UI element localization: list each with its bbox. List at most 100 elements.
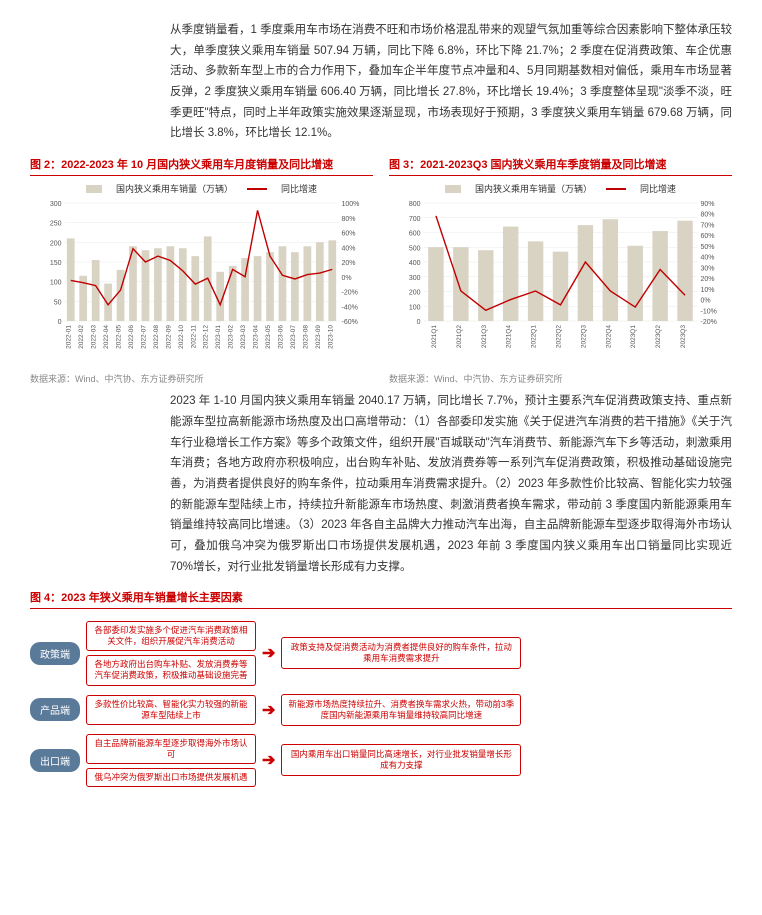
svg-text:150: 150 — [50, 260, 62, 267]
flow-pill: 政策端 — [30, 642, 80, 665]
svg-text:-60%: -60% — [342, 319, 358, 326]
svg-text:30%: 30% — [701, 265, 715, 272]
chart-3-title: 图 3：2021-2023Q3 国内狭义乘用车季度销量及同比增速 — [389, 156, 732, 176]
svg-text:2022-04: 2022-04 — [103, 325, 110, 349]
svg-text:100: 100 — [409, 304, 421, 311]
svg-text:2023Q3: 2023Q3 — [680, 325, 687, 349]
flow-left-col: 多款性价比较高、智能化实力较强的新能源车型陆续上市 — [86, 695, 256, 725]
svg-text:2022Q2: 2022Q2 — [556, 325, 563, 349]
chart-3-box: 图 3：2021-2023Q3 国内狭义乘用车季度销量及同比增速 国内狭义乘用车… — [389, 156, 732, 385]
fig-4-title: 图 4：2023 年狭义乘用车销量增长主要因素 — [30, 589, 732, 609]
svg-text:2023-03: 2023-03 — [240, 325, 247, 349]
chart-2-svg: 050100150200250300-60%-40%-20%0%20%40%60… — [30, 197, 373, 367]
svg-text:500: 500 — [409, 245, 421, 252]
arrow-icon: ➔ — [262, 700, 275, 720]
svg-text:2023-09: 2023-09 — [315, 325, 322, 349]
svg-text:300: 300 — [409, 275, 421, 282]
svg-text:50: 50 — [54, 299, 62, 306]
svg-text:2023-04: 2023-04 — [253, 325, 260, 349]
arrow-icon: ➔ — [262, 750, 275, 770]
legend-bar-label: 国内狭义乘用车销量（万辆） — [116, 182, 233, 195]
page: 从季度销量看，1 季度乘用车市场在消费不旺和市场价格混乱带来的观望气氛加重等综合… — [0, 0, 762, 807]
chart-row: 图 2：2022-2023 年 10 月国内狭义乘用车月度销量及同比增速 国内狭… — [30, 156, 732, 385]
flow-right-box: 新能源市场热度持续拉升、消费者换车需求火热，带动前3季度国内新能源乘用车销量维持… — [281, 694, 521, 726]
chart-3-svg: 0 100 200 300 400 500 600 700 800 -20% -10% 0% 10% 20… — [389, 197, 732, 367]
legend-bar-swatch — [445, 185, 461, 193]
svg-text:250: 250 — [50, 221, 62, 228]
svg-text:2023Q2: 2023Q2 — [655, 325, 662, 349]
svg-text:100: 100 — [50, 280, 62, 287]
svg-text:2022Q4: 2022Q4 — [605, 325, 612, 349]
svg-text:40%: 40% — [342, 245, 356, 252]
svg-text:-20%: -20% — [342, 290, 358, 297]
legend-line-label: 同比增速 — [281, 182, 317, 195]
svg-text:300: 300 — [50, 201, 62, 208]
svg-text:0%: 0% — [701, 298, 711, 305]
svg-text:2023-08: 2023-08 — [302, 325, 309, 349]
svg-text:2023-01: 2023-01 — [215, 325, 222, 349]
svg-text:0: 0 — [417, 319, 421, 326]
svg-text:60%: 60% — [342, 231, 356, 238]
svg-text:800: 800 — [409, 201, 421, 208]
legend-line-swatch — [247, 188, 267, 190]
svg-text:40%: 40% — [701, 255, 715, 262]
svg-text:0%: 0% — [342, 275, 352, 282]
svg-text:2022-03: 2022-03 — [91, 325, 98, 349]
legend-line-swatch — [606, 188, 626, 190]
flow-right-box: 国内乘用车出口销量同比高速增长，对行业批发销量增长形成有力支撑 — [281, 744, 521, 776]
svg-text:-20%: -20% — [701, 319, 717, 326]
svg-text:2021Q4: 2021Q4 — [506, 325, 513, 349]
flow-left-col: 各部委印发实施多个促进汽车消费政策相关文件，组织开展促汽车消费活动各地方政府出台… — [86, 621, 256, 685]
svg-text:90%: 90% — [701, 201, 715, 208]
legend-line-label: 同比增速 — [640, 182, 676, 195]
flow-pill: 产品端 — [30, 698, 80, 721]
svg-text:80%: 80% — [701, 212, 715, 219]
svg-text:-10%: -10% — [701, 308, 717, 315]
svg-text:60%: 60% — [701, 233, 715, 240]
svg-text:2022-01: 2022-01 — [66, 325, 73, 349]
svg-text:20%: 20% — [342, 260, 356, 267]
paragraph-1: 从季度销量看，1 季度乘用车市场在消费不旺和市场价格混乱带来的观望气氛加重等综合… — [170, 20, 732, 144]
svg-text:2022-11: 2022-11 — [190, 325, 197, 349]
legend-bar-label: 国内狭义乘用车销量（万辆） — [475, 182, 592, 195]
chart-3-legend: 国内狭义乘用车销量（万辆） 同比增速 — [389, 182, 732, 195]
svg-text:2023-07: 2023-07 — [290, 325, 297, 349]
flow-pill: 出口端 — [30, 749, 80, 772]
svg-text:2021Q1: 2021Q1 — [431, 325, 438, 349]
svg-text:2022-08: 2022-08 — [153, 325, 160, 349]
flow-right-box: 政策支持及促消费活动为消费者提供良好的购车条件，拉动乘用车消费需求提升 — [281, 637, 521, 669]
legend-bar-swatch — [86, 185, 102, 193]
svg-text:400: 400 — [409, 260, 421, 267]
svg-text:10%: 10% — [701, 287, 715, 294]
paragraph-2: 2023 年 1-10 月国内狭义乘用车销量 2040.17 万辆，同比增长 7… — [170, 391, 732, 577]
svg-text:100%: 100% — [342, 201, 360, 208]
svg-text:50%: 50% — [701, 244, 715, 251]
svg-text:0: 0 — [58, 319, 62, 326]
svg-text:2022Q3: 2022Q3 — [580, 325, 587, 349]
chart-2-legend: 国内狭义乘用车销量（万辆） 同比增速 — [30, 182, 373, 195]
svg-text:2022-10: 2022-10 — [178, 325, 185, 349]
svg-text:200: 200 — [409, 290, 421, 297]
svg-text:2023-10: 2023-10 — [327, 325, 334, 349]
svg-text:700: 700 — [409, 216, 421, 223]
flow-left-box: 各地方政府出台购车补贴、发放消费券等汽车促消费政策，积极推动基础设施完善 — [86, 655, 256, 685]
svg-text:70%: 70% — [701, 223, 715, 230]
flow-left-box: 多款性价比较高、智能化实力较强的新能源车型陆续上市 — [86, 695, 256, 725]
svg-text:200: 200 — [50, 240, 62, 247]
flow-left-box: 俄乌冲突为俄罗斯出口市场提供发展机遇 — [86, 768, 256, 787]
arrow-icon: ➔ — [262, 643, 275, 663]
svg-text:2022Q1: 2022Q1 — [531, 325, 538, 349]
svg-text:2022-07: 2022-07 — [140, 325, 147, 349]
svg-text:2022-05: 2022-05 — [116, 325, 123, 349]
flow-left-col: 自主品牌新能源车型逐步取得海外市场认可俄乌冲突为俄罗斯出口市场提供发展机遇 — [86, 734, 256, 787]
flow-left-box: 各部委印发实施多个促进汽车消费政策相关文件，组织开展促汽车消费活动 — [86, 621, 256, 651]
svg-text:600: 600 — [409, 231, 421, 238]
svg-text:20%: 20% — [701, 276, 715, 283]
svg-text:2023-06: 2023-06 — [277, 325, 284, 349]
chart-2-source: 数据来源：Wind、中汽协、东方证券研究所 — [30, 372, 373, 385]
svg-text:2022-06: 2022-06 — [128, 325, 135, 349]
chart-2-box: 图 2：2022-2023 年 10 月国内狭义乘用车月度销量及同比增速 国内狭… — [30, 156, 373, 385]
svg-text:2022-09: 2022-09 — [165, 325, 172, 349]
flow-row: 产品端多款性价比较高、智能化实力较强的新能源车型陆续上市 ➔ 新能源市场热度持续拉升… — [30, 694, 732, 726]
chart-3-source: 数据来源：Wind、中汽协、东方证券研究所 — [389, 372, 732, 385]
